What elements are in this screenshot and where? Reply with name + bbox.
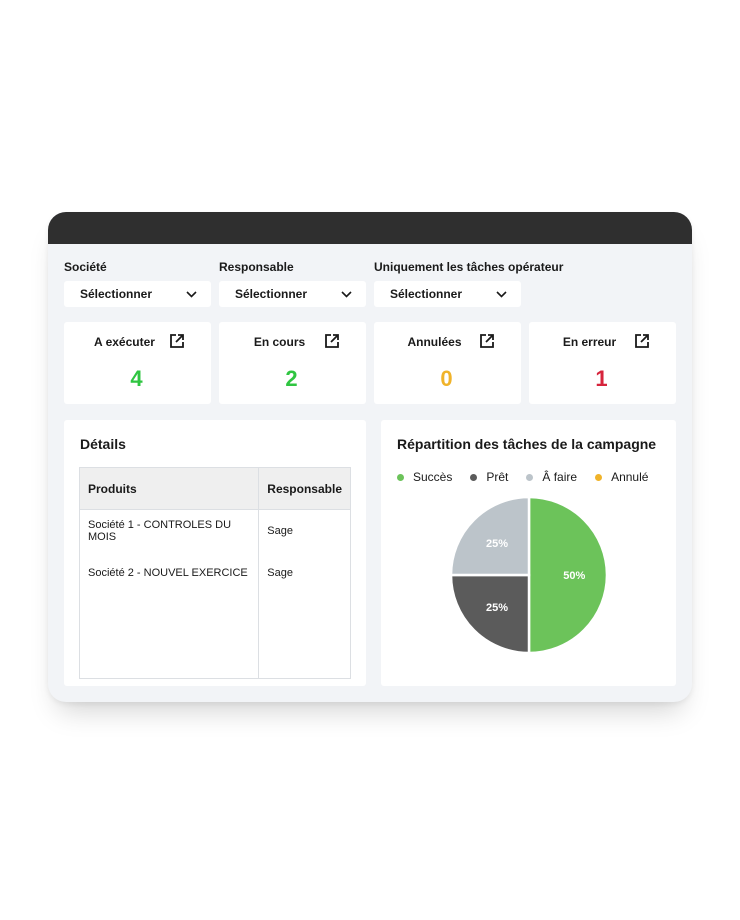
stat-card-value: 1 [595, 366, 608, 391]
legend-item-pret[interactable]: Prêt [470, 470, 508, 484]
cell-responsable: Sage [267, 524, 293, 537]
filter-label-responsable: Responsable [219, 260, 294, 274]
select-societe[interactable]: Sélectionner [64, 281, 211, 307]
app-window: Société Responsable Uniquement les tâche… [48, 212, 692, 702]
legend-label: Succès [413, 470, 453, 484]
column-header-produits[interactable]: Produits [79, 467, 260, 510]
legend-label: Annulé [611, 470, 649, 484]
stat-card-label: Annulées [407, 335, 462, 349]
legend-dot [595, 473, 603, 481]
chart-title: Répartition des tâches de la campagne [397, 436, 657, 452]
stat-card-value: 4 [130, 366, 143, 391]
select-responsable[interactable]: Sélectionner [219, 281, 366, 307]
select-societe-value: Sélectionner [80, 287, 153, 301]
stat-card-en-erreur: En erreur 1 [529, 322, 676, 404]
select-responsable-value: Sélectionner [235, 287, 308, 301]
table-filler-row [79, 593, 351, 679]
stat-card-en-cours: En cours 2 [219, 322, 366, 404]
window-titlebar [48, 212, 692, 244]
cell-responsable: Sage [267, 566, 293, 579]
table-row[interactable]: Société 1 - CONTROLES DU MOIS Sage [79, 509, 351, 552]
details-title: Détails [80, 436, 126, 452]
external-link-icon[interactable] [324, 333, 340, 349]
cell-produit: Société 1 - CONTROLES DU MOIS [79, 509, 260, 552]
legend-label: Prêt [486, 470, 509, 484]
stat-card-a-executer: A exécuter 4 [64, 322, 211, 404]
select-operateur-value: Sélectionner [390, 287, 463, 301]
details-table: Produits Responsable Société 1 - CONTROL… [79, 467, 351, 679]
select-operateur[interactable]: Sélectionner [374, 281, 521, 307]
pie-slice-0[interactable] [527, 495, 609, 655]
chart-legend: Succès Prêt Â faire Annulé [397, 470, 648, 484]
pie-slice-label-0: 50% [563, 570, 585, 582]
legend-label: Â faire [542, 470, 578, 484]
details-panel: Détails Produits Responsable Société 1 -… [64, 420, 366, 686]
pie-slice-1[interactable] [449, 573, 531, 655]
stat-card-label: A exécuter [94, 335, 155, 349]
stat-card-label: En erreur [562, 335, 617, 349]
pie-slice-label-2: 25% [486, 538, 508, 550]
external-link-icon[interactable] [169, 333, 185, 349]
empty-cell [79, 593, 260, 679]
stat-card-label: En cours [253, 335, 306, 349]
chart-panel: Répartition des tâches de la campagne Su… [381, 420, 676, 686]
pie-chart: 50% 25% 25% [449, 495, 609, 655]
legend-dot [526, 473, 534, 481]
stat-card-value: 0 [440, 366, 453, 391]
external-link-icon[interactable] [634, 333, 650, 349]
chevron-down-icon [185, 288, 197, 300]
filter-label-societe: Société [64, 260, 107, 274]
stat-card-value: 2 [285, 366, 298, 391]
pie-slice-2[interactable] [449, 495, 531, 577]
column-header-responsable[interactable]: Responsable [258, 467, 351, 510]
legend-dot [470, 473, 478, 481]
empty-cell [259, 594, 351, 679]
legend-dot [397, 473, 404, 481]
legend-item-a-faire[interactable]: Â faire [526, 470, 577, 484]
chevron-down-icon [495, 288, 507, 300]
legend-item-succes[interactable]: Succès [397, 470, 452, 484]
filter-label-operateur: Uniquement les tâches opérateur [374, 260, 564, 274]
chevron-down-icon [340, 288, 352, 300]
cell-produit: Société 2 - NOUVEL EXERCICE [79, 551, 260, 594]
table-row[interactable]: Société 2 - NOUVEL EXERCICE Sage [79, 551, 351, 594]
legend-item-annule[interactable]: Annulé [595, 470, 648, 484]
stat-card-annulees: Annulées 0 [374, 322, 521, 404]
table-header-row: Produits Responsable [79, 467, 351, 510]
pie-slice-label-1: 25% [486, 602, 508, 614]
external-link-icon[interactable] [479, 333, 495, 349]
